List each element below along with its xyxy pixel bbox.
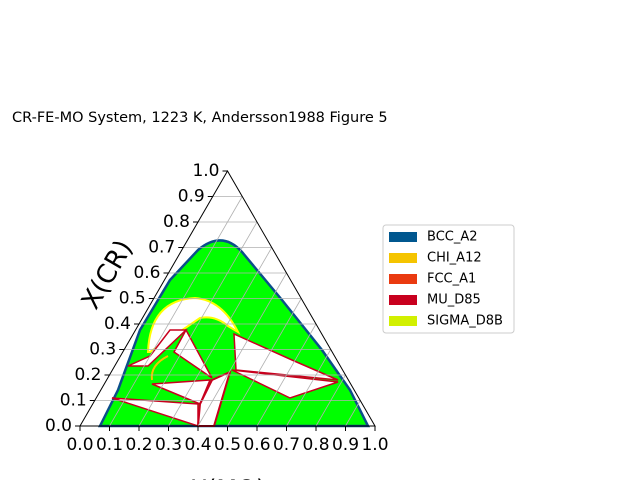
y-tick-label: 0.8	[163, 212, 190, 232]
legend-label: SIGMA_D8B	[427, 314, 503, 329]
legend-label: BCC_A2	[427, 230, 478, 245]
x-tick-label: 0.5	[214, 435, 241, 455]
axes: 0.00.10.20.30.40.50.60.70.80.91.00.0 0.1 0…	[45, 161, 389, 455]
grid-line	[315, 374, 346, 427]
grid-line	[197, 272, 287, 427]
y-tick-label: 0.1	[60, 391, 87, 411]
y-tick-label: 0.2	[74, 365, 101, 385]
two-phase	[231, 369, 339, 399]
x-tick-label: 0.3	[155, 435, 182, 455]
y-tick-label: 0.5	[119, 289, 146, 309]
x-tick-label: 0.2	[125, 435, 152, 455]
x-tick-label: 0.7	[273, 435, 300, 455]
legend: BCC_A2 CHI_A12 FCC_A1 MU_D85 SIGMA_D8B	[382, 224, 515, 334]
legend-box	[382, 224, 515, 334]
x-tick-label: 0.4	[184, 435, 211, 455]
y-tick-label: 0.3	[89, 340, 116, 360]
legend-swatch	[389, 253, 417, 263]
two-phase	[233, 332, 339, 381]
y-tick-label: 1.0	[192, 161, 219, 181]
legend-swatch	[389, 232, 417, 242]
triangle-frame	[79, 170, 376, 427]
grid-line	[345, 400, 361, 427]
legend-swatch	[389, 316, 417, 326]
legend-label: FCC_A1	[427, 272, 476, 287]
y-tick-label: 0.7	[148, 238, 175, 258]
grid-line	[286, 349, 332, 427]
sigma-region	[146, 296, 241, 353]
x-tick-label: 0.8	[302, 435, 329, 455]
grid-line	[227, 298, 302, 427]
y-tick-label: 0.9	[178, 187, 205, 207]
grid-line	[256, 323, 317, 427]
x-tick-label: 1.0	[361, 435, 388, 455]
chart-title: CR-FE-MO System, 1223 K, Andersson1988 F…	[12, 110, 388, 126]
legend-swatch	[389, 274, 417, 284]
x-tick-label: 0.9	[332, 435, 359, 455]
x-tick-label: 0.1	[96, 435, 123, 455]
x-tick-label: 0.0	[66, 435, 93, 455]
y-tick-label: 0.6	[133, 263, 160, 283]
grid-line	[109, 196, 243, 427]
legend-label: CHI_A12	[427, 251, 482, 266]
legend-swatch	[389, 295, 417, 305]
x-tick-label: 0.6	[243, 435, 270, 455]
y-tick-label: 0.4	[104, 314, 131, 334]
grid-line	[138, 221, 258, 427]
grid-line	[168, 247, 273, 427]
chi-boundary	[150, 355, 169, 381]
phase-regions	[97, 239, 371, 428]
two-phase	[173, 328, 213, 379]
x-axis-label: X(MO)	[191, 475, 266, 480]
y-tick-label: 0.0	[45, 416, 72, 436]
legend-label: MU_D85	[427, 293, 481, 308]
